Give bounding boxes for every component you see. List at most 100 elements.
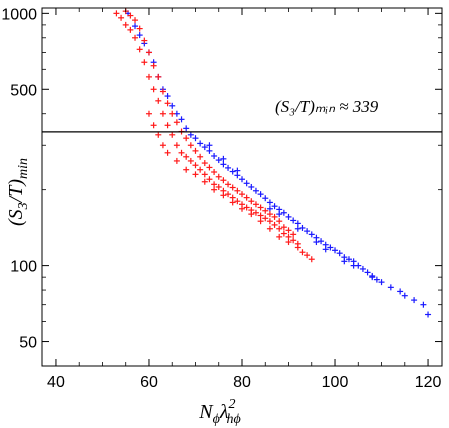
data-point: [266, 211, 273, 218]
data-point: [211, 152, 218, 159]
data-point: [234, 187, 241, 194]
data-point: [290, 237, 297, 244]
y-title-open: (S: [5, 209, 27, 226]
data-point: [136, 25, 143, 32]
data-point: [150, 62, 157, 69]
data-point: [257, 212, 264, 219]
data-point: [239, 191, 245, 198]
data-point: [113, 10, 120, 17]
data-point: [159, 88, 166, 95]
x-title-mid: λ: [219, 401, 229, 423]
data-point: [257, 218, 264, 225]
data-point: [420, 301, 427, 308]
data-point: [266, 205, 273, 212]
data-point: [243, 204, 250, 211]
x-title-sub2: hϕ: [227, 412, 241, 427]
data-point: [387, 284, 394, 291]
data-point: [313, 239, 320, 246]
data-point: [178, 116, 185, 123]
data-point: [378, 279, 385, 286]
plot-frame: [41, 7, 443, 367]
annotation-text: (S₃/T)ₘᵢₙ ≈ 339: [275, 97, 379, 116]
data-point: [364, 269, 371, 276]
data-point: [397, 288, 404, 295]
data-point: [173, 119, 180, 126]
x-tick-label: 60: [140, 374, 158, 391]
data-point: [336, 250, 343, 257]
data-point: [304, 228, 311, 235]
data-point: [169, 110, 176, 117]
data-point: [145, 49, 152, 56]
data-point: [276, 211, 283, 218]
data-point: [304, 252, 311, 259]
data-point: [299, 224, 306, 231]
data-point: [220, 155, 227, 162]
data-point: [187, 157, 194, 164]
x-tick-label: 40: [47, 374, 65, 391]
data-point: [271, 221, 278, 228]
data-point: [127, 26, 134, 33]
data-point: [150, 122, 157, 129]
data-point: [308, 231, 315, 238]
data-point: [197, 166, 204, 173]
data-point: [164, 93, 171, 100]
data-point: [201, 171, 208, 178]
y-tick-label: 50: [19, 335, 37, 352]
data-point: [373, 276, 380, 283]
data-point: [248, 183, 255, 190]
data-point: [257, 191, 264, 198]
data-point: [276, 225, 283, 232]
data-point: [192, 147, 199, 154]
data-point: [248, 211, 255, 218]
data-point: [285, 239, 292, 246]
data-point: [132, 34, 139, 41]
plot-area: (S₃/T)ₘᵢₙ ≈ 339: [41, 7, 443, 367]
data-point: [159, 142, 166, 149]
data-point: [215, 173, 222, 180]
data-point: [155, 97, 162, 104]
data-point: [252, 209, 259, 216]
data-point: [425, 311, 432, 318]
data-point: [225, 191, 232, 198]
data-point: [215, 183, 222, 190]
data-point: [206, 164, 213, 171]
data-point: [257, 204, 264, 211]
data-point: [220, 161, 227, 168]
data-point: [332, 247, 339, 254]
data-point: [411, 297, 418, 304]
data-point: [341, 258, 348, 265]
data-point: [215, 157, 222, 164]
data-point: [322, 246, 329, 253]
data-point: [299, 249, 306, 256]
data-point: [141, 37, 148, 44]
data-point: [164, 100, 171, 107]
data-point: [276, 218, 283, 225]
data-point: [173, 142, 180, 149]
data-point: [206, 147, 213, 154]
data-point: [183, 125, 190, 132]
data-points: [113, 8, 432, 318]
data-point: [201, 178, 208, 185]
data-point: [150, 86, 157, 93]
annotation-label: (S₃/T)ₘᵢₙ ≈ 339: [275, 97, 379, 116]
data-point: [211, 169, 218, 176]
data-point: [155, 131, 162, 138]
data-point: [327, 244, 334, 251]
data-point: [187, 131, 194, 138]
data-point: [225, 164, 232, 171]
data-point: [262, 195, 269, 202]
data-point: [136, 46, 143, 53]
data-point: [183, 135, 190, 142]
x-title-sup: 2: [229, 397, 236, 412]
data-point: [285, 233, 292, 240]
data-point: [280, 230, 287, 237]
data-point: [294, 225, 301, 232]
y-title-sub2: min: [16, 158, 31, 179]
data-point: [183, 166, 190, 173]
data-point: [187, 142, 194, 149]
data-point: [122, 21, 129, 28]
data-point: [290, 231, 297, 238]
data-point: [132, 17, 139, 24]
data-point: [318, 238, 325, 245]
data-point: [239, 176, 245, 183]
